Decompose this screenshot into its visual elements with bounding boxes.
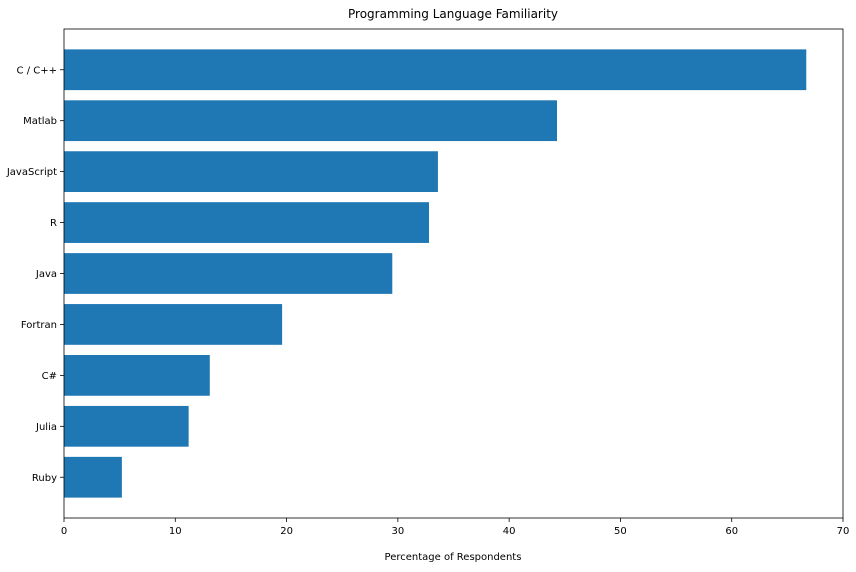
y-tick-label: Matlab (23, 116, 57, 127)
x-axis-label: Percentage of Respondents (385, 552, 522, 563)
bar-julia (64, 405, 189, 447)
y-tick-label: Java (35, 269, 57, 280)
axis-spines (63, 28, 844, 519)
bar-java (64, 253, 393, 294)
y-tick-label: Julia (35, 422, 57, 433)
y-tick-label: Fortran (21, 320, 57, 331)
bar-fortran (64, 304, 283, 345)
bar-r (64, 202, 430, 243)
y-axis-ticks: C / C++ Matlab JavaScript R Java Fortran C# Jul… (6, 65, 64, 484)
y-tick-label: Ruby (32, 473, 57, 484)
x-tick-label: 0 (61, 526, 67, 537)
x-tick-label: 20 (280, 526, 293, 537)
x-axis-ticks: 0 10 20 30 40 50 60 70 (61, 518, 850, 537)
bar-matlab (64, 100, 557, 142)
y-tick-label: JavaScript (6, 167, 57, 178)
plot-frame (63, 28, 844, 519)
chart-title: Programming Language Familiarity (348, 7, 558, 21)
x-tick-label: 10 (169, 526, 182, 537)
bar-javascript (64, 151, 438, 192)
x-tick-label: 50 (614, 526, 627, 537)
x-tick-label: 40 (503, 526, 516, 537)
bar-c (64, 355, 210, 396)
x-tick-label: 30 (391, 526, 404, 537)
y-tick-label: R (50, 218, 57, 229)
bars-group (64, 49, 807, 498)
y-tick-label: C / C++ (17, 65, 57, 76)
x-tick-label: 70 (837, 526, 850, 537)
bar-ruby (64, 456, 122, 498)
y-tick-label: C# (42, 371, 57, 382)
x-tick-label: 60 (725, 526, 738, 537)
bar-c-c (64, 49, 807, 91)
